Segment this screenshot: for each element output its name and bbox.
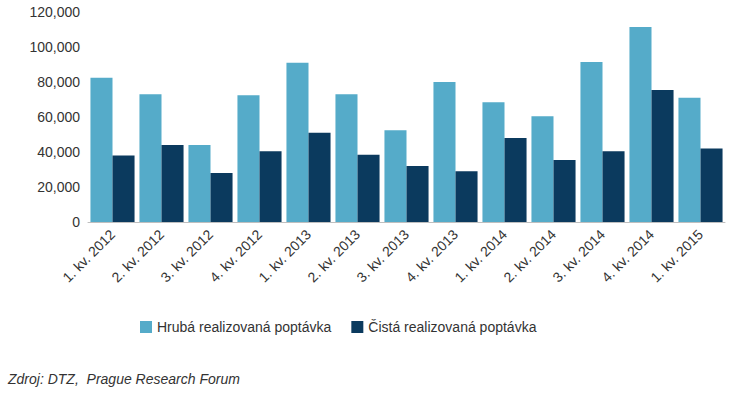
svg-text:1. kv. 2014: 1. kv. 2014 <box>451 226 511 286</box>
svg-text:60,000: 60,000 <box>37 109 80 125</box>
svg-text:4. kv. 2013: 4. kv. 2013 <box>402 226 462 286</box>
svg-text:Zdroj: DTZ, Prague Research F: Zdroj: DTZ, Prague Research Forum <box>7 371 240 387</box>
svg-text:3. kv. 2013: 3. kv. 2013 <box>353 226 413 286</box>
svg-text:Čistá realizovaná poptávka: Čistá realizovaná poptávka <box>368 319 536 335</box>
svg-text:4. kv. 2014: 4. kv. 2014 <box>598 226 658 286</box>
svg-text:0: 0 <box>72 214 80 230</box>
svg-text:3. kv. 2012: 3. kv. 2012 <box>157 226 217 286</box>
svg-text:80,000: 80,000 <box>37 74 80 90</box>
svg-text:1. kv. 2013: 1. kv. 2013 <box>255 226 315 286</box>
svg-text:Hrubá realizovaná poptávka: Hrubá realizovaná poptávka <box>157 319 332 335</box>
svg-text:4. kv. 2012: 4. kv. 2012 <box>206 226 266 286</box>
svg-text:2. kv. 2014: 2. kv. 2014 <box>500 226 560 286</box>
svg-text:40,000: 40,000 <box>37 144 80 160</box>
svg-text:2. kv. 2012: 2. kv. 2012 <box>108 226 168 286</box>
svg-text:120,000: 120,000 <box>29 4 80 20</box>
svg-text:1. kv. 2015: 1. kv. 2015 <box>647 226 706 285</box>
svg-text:20,000: 20,000 <box>37 179 80 195</box>
svg-text:3. kv. 2014: 3. kv. 2014 <box>549 226 609 286</box>
svg-text:2. kv. 2013: 2. kv. 2013 <box>304 226 364 286</box>
svg-text:100,000: 100,000 <box>29 39 80 55</box>
svg-text:1. kv. 2012: 1. kv. 2012 <box>59 226 119 286</box>
